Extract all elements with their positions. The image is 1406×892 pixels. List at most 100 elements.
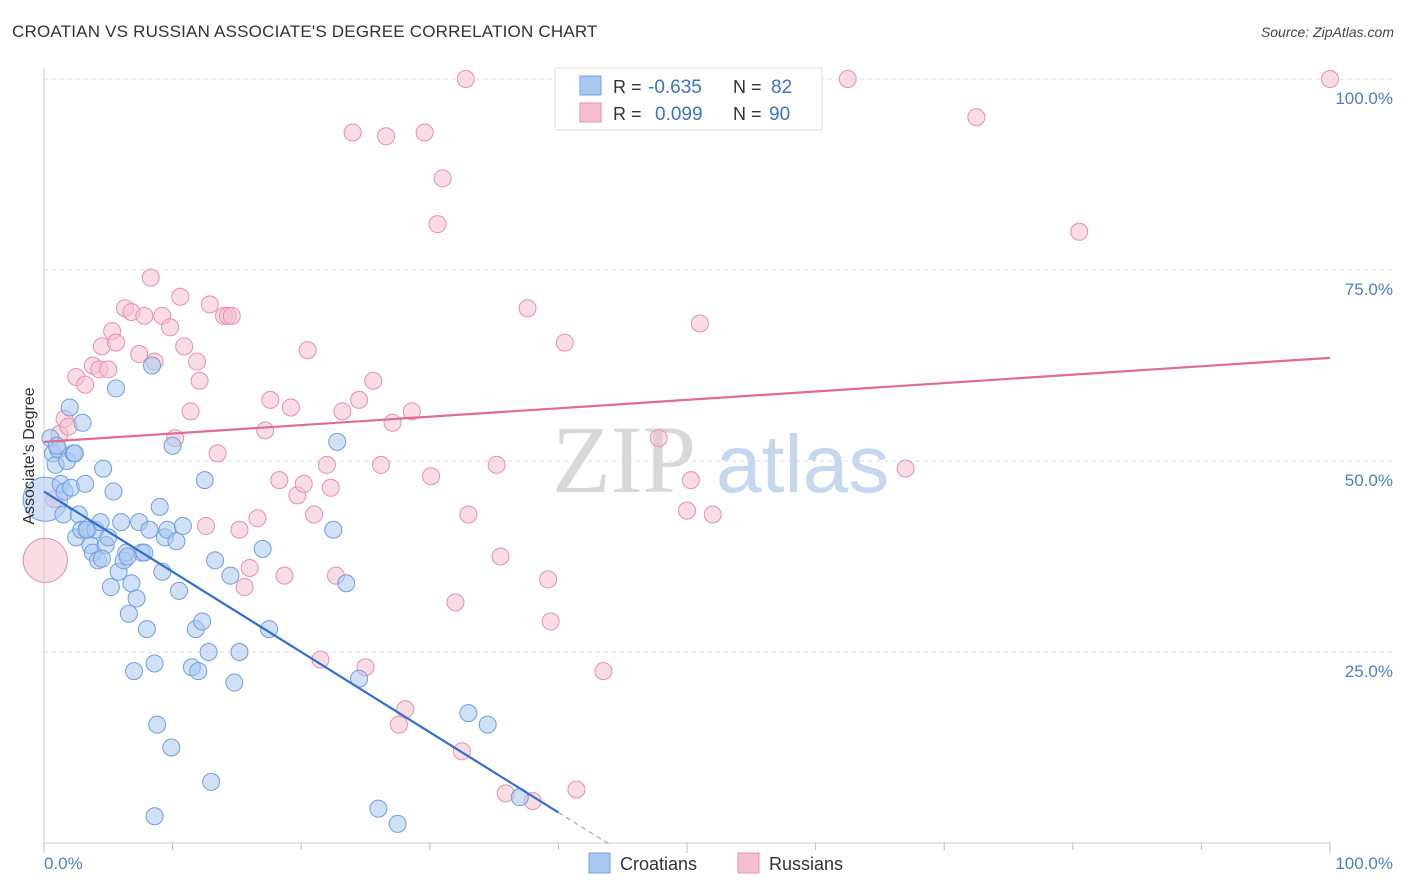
watermark-atlas: atlas xyxy=(716,419,889,510)
series-legend: Croatians Russians xyxy=(588,852,843,874)
croatians-point xyxy=(125,662,144,681)
russians-point xyxy=(678,501,696,520)
croatians-point xyxy=(163,436,182,455)
russians-point xyxy=(567,780,586,799)
y-tick-label-25: 25.0% xyxy=(1345,662,1393,681)
trend-line-croatians-extension xyxy=(558,811,611,846)
croatians-point xyxy=(94,459,113,478)
russians-point xyxy=(130,345,149,364)
croatians-point xyxy=(107,379,126,398)
russians-point xyxy=(1321,70,1339,88)
bottom-legend-swatch-croatians xyxy=(588,852,611,874)
russians-point xyxy=(135,306,154,325)
croatians-point xyxy=(225,673,244,692)
russians-point xyxy=(188,352,207,371)
croatians-point xyxy=(104,482,123,501)
russians-point xyxy=(433,169,452,188)
russians-point xyxy=(422,467,441,486)
legend-n-value-croatians: 82 xyxy=(771,77,792,98)
russians-point xyxy=(541,612,560,631)
russians-point xyxy=(317,455,336,474)
croatians-point xyxy=(189,662,208,681)
trend-line-croatians xyxy=(43,490,559,814)
russians-point xyxy=(371,455,390,474)
russians-point xyxy=(690,314,709,333)
russians-point xyxy=(141,268,160,287)
russians-point xyxy=(22,537,68,583)
croatians-point xyxy=(145,807,164,826)
croatians-point xyxy=(328,432,347,451)
croatians-point xyxy=(92,549,111,568)
stats-legend: R = -0.635 N = 82 R = 0.099 N = 90 xyxy=(554,67,823,131)
watermark-zip: ZIP xyxy=(552,406,696,513)
russians-point xyxy=(99,360,118,379)
croatians-point xyxy=(101,578,120,597)
croatians-point xyxy=(148,715,167,734)
russians-point xyxy=(281,398,300,417)
russians-point xyxy=(208,444,227,463)
croatians-point xyxy=(145,654,164,673)
croatians-point xyxy=(253,539,272,558)
croatians-point xyxy=(206,551,225,570)
russians-point xyxy=(175,337,194,356)
croatians-point xyxy=(202,772,221,791)
russians-point xyxy=(76,375,95,394)
russians-point xyxy=(415,123,434,142)
russians-point xyxy=(456,70,475,88)
croatians-point xyxy=(60,398,79,417)
russians-point xyxy=(181,402,200,421)
russians-point xyxy=(487,455,506,474)
russians-point xyxy=(171,287,190,306)
croatians-point xyxy=(65,444,84,463)
y-tick-label-75: 75.0% xyxy=(1345,280,1393,299)
russians-point xyxy=(248,509,267,528)
russians-point xyxy=(396,700,415,719)
russians-point xyxy=(389,715,408,734)
russians-point xyxy=(555,333,574,352)
bottom-legend-label-russians: Russians xyxy=(769,854,843,874)
croatians-point xyxy=(167,532,186,551)
russians-point xyxy=(321,478,340,497)
x-tick-label-max: 100.0% xyxy=(1335,854,1393,873)
russians-point xyxy=(383,413,402,432)
russians-point xyxy=(235,578,254,597)
russians-point xyxy=(305,505,324,524)
russians-point xyxy=(197,516,216,535)
russians-point xyxy=(896,459,915,478)
croatians-point xyxy=(73,413,92,432)
russians-point xyxy=(459,505,478,524)
legend-swatch-croatians xyxy=(579,75,602,96)
legend-r-value-russians: 0.099 xyxy=(655,104,703,125)
russians-point xyxy=(491,547,510,566)
russians-point xyxy=(333,402,352,421)
russians-point xyxy=(838,70,857,88)
russians-point xyxy=(190,371,209,390)
russians-point xyxy=(350,390,369,409)
legend-swatch-russians xyxy=(579,102,602,123)
croatians-point xyxy=(122,574,141,593)
croatians-point xyxy=(119,604,138,623)
russians-point xyxy=(703,505,722,524)
croatians-point xyxy=(230,643,249,661)
legend-r-label-croatians: R = xyxy=(613,77,642,97)
croatians-point xyxy=(195,471,214,490)
russians-point xyxy=(261,390,280,409)
croatians-point xyxy=(140,520,159,539)
croatians-point xyxy=(221,566,240,585)
trend-line-russians xyxy=(43,356,1331,443)
chart-title: CROATIAN VS RUSSIAN ASSOCIATE'S DEGREE C… xyxy=(12,22,598,41)
russians-point xyxy=(649,429,668,448)
croatians-point xyxy=(337,574,356,593)
bottom-legend-label-croatians: Croatians xyxy=(620,854,697,874)
x-tick-label-min: 0.0% xyxy=(44,854,83,873)
legend-n-label-croatians: N = xyxy=(733,77,762,97)
croatians-point xyxy=(459,704,478,723)
croatians-point xyxy=(77,520,96,539)
russians-point xyxy=(222,306,241,325)
legend-r-label-russians: R = xyxy=(613,104,642,124)
trend-lines xyxy=(43,356,1331,846)
croatians-point xyxy=(170,581,189,600)
croatians-point xyxy=(112,513,131,532)
croatians-point xyxy=(173,516,192,535)
